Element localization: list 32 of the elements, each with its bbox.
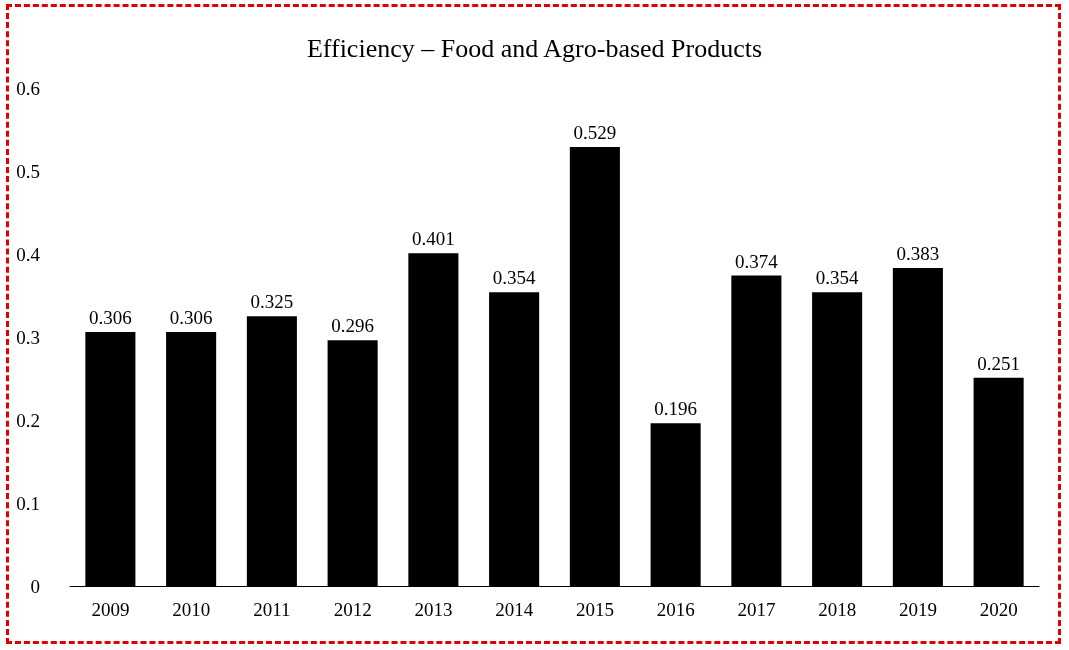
data-label: 0.383	[896, 243, 940, 265]
x-tick-label: 2010	[172, 599, 211, 620]
y-tick-label: 0.6	[16, 77, 40, 99]
data-label: 0.296	[331, 315, 374, 337]
y-tick-label: 0.3	[16, 326, 40, 348]
data-label: 0.306	[89, 307, 132, 329]
x-tick-label: 2017	[737, 599, 776, 620]
y-tick-label: 0.5	[16, 160, 40, 182]
chart-title: Efficiency – Food and Agro-based Products	[306, 33, 763, 63]
data-label: 0.354	[492, 267, 536, 289]
data-label: 0.306	[169, 307, 213, 329]
x-tick-label: 2013	[414, 599, 453, 620]
data-label: 0.529	[573, 121, 617, 143]
x-tick-label: 2015	[575, 599, 614, 620]
x-tick-label: 2018	[818, 599, 857, 620]
x-tick-label: 2020	[979, 599, 1018, 620]
data-label: 0.401	[412, 228, 455, 250]
data-label: 0.325	[250, 291, 294, 313]
x-tick-label: 2011	[253, 599, 291, 620]
x-tick-label: 2009	[91, 599, 130, 620]
data-label: 0.196	[654, 398, 697, 420]
y-tick-label: 0.1	[16, 492, 40, 514]
x-tick-label: 2019	[898, 599, 937, 620]
data-label: 0.374	[735, 250, 779, 272]
x-tick-label: 2014	[495, 599, 534, 620]
y-tick-label: 0	[30, 575, 40, 597]
y-tick-label: 0.2	[16, 409, 40, 431]
data-label: 0.354	[815, 267, 859, 289]
y-tick-label: 0.4	[16, 243, 41, 265]
x-tick-label: 2016	[656, 599, 695, 620]
x-tick-label: 2012	[333, 599, 372, 620]
data-label: 0.251	[977, 352, 1020, 374]
